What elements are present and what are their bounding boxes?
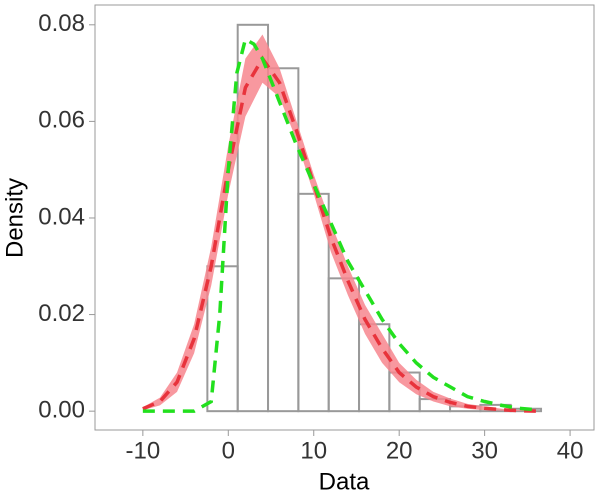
x-tick-label: 30 [471,437,498,464]
x-tick-label: 10 [300,437,327,464]
plot-border [94,4,595,431]
y-tick-label: 0.04 [38,203,85,230]
density-curve [142,36,537,413]
y-tick-label: 0.02 [38,300,85,327]
y-tick-label: 0.00 [38,397,85,424]
y-axis-label: Density [1,178,28,258]
x-tick-label: 40 [557,437,584,464]
x-axis-label: Data [319,468,370,495]
density-curve [142,55,536,413]
confidence-band [142,34,536,412]
y-tick-label: 0.06 [38,107,85,134]
y-tick-label: 0.08 [38,10,85,37]
x-tick-label: -10 [126,437,161,464]
x-tick-label: 0 [222,437,235,464]
x-tick-label: 20 [386,437,413,464]
